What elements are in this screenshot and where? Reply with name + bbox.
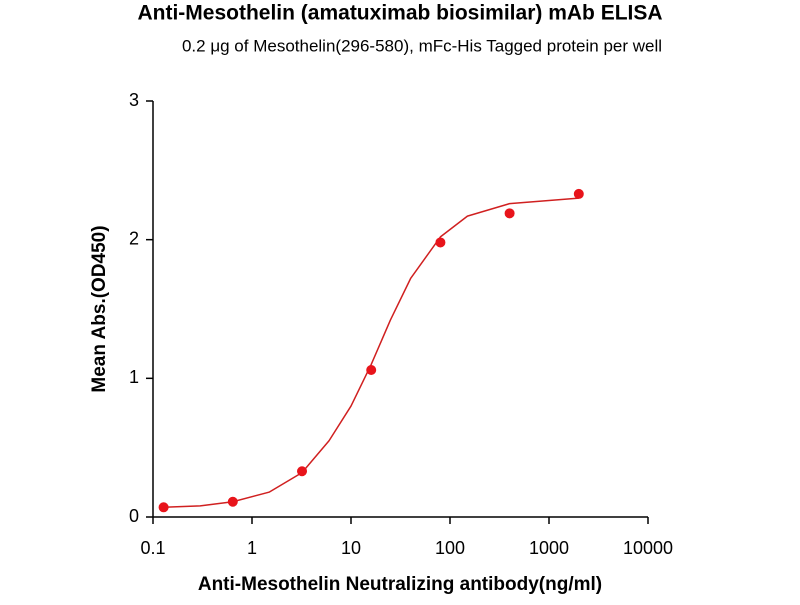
data-point — [227, 496, 238, 507]
chart-title: Anti-Mesothelin (amatuximab biosimilar) … — [137, 2, 662, 25]
y-tick-label: 1 — [129, 367, 139, 387]
fit-curve — [163, 197, 579, 509]
data-point — [366, 365, 377, 376]
data-point — [435, 237, 446, 248]
chart-subtitle: 0.2 μg of Mesothelin(296-580), mFc-His T… — [182, 36, 662, 55]
x-tick-label: 10 — [341, 538, 361, 558]
x-tick-label: 1 — [247, 538, 257, 558]
x-tick-label: 10000 — [623, 538, 673, 558]
x-tick-label: 0.1 — [140, 538, 165, 558]
y-axis-title: Mean Abs.(OD450) — [89, 225, 110, 392]
y-tick-label: 3 — [129, 90, 139, 110]
data-point — [297, 466, 308, 477]
data-point — [573, 188, 584, 199]
data-point — [158, 502, 169, 513]
x-tick-label: 100 — [435, 538, 465, 558]
x-axis-title: Anti-Mesothelin Neutralizing antibody(ng… — [198, 574, 602, 595]
data-point — [504, 208, 515, 219]
y-tick-label: 0 — [129, 506, 139, 526]
x-tick-label: 1000 — [529, 538, 569, 558]
y-tick-label: 2 — [129, 228, 139, 248]
